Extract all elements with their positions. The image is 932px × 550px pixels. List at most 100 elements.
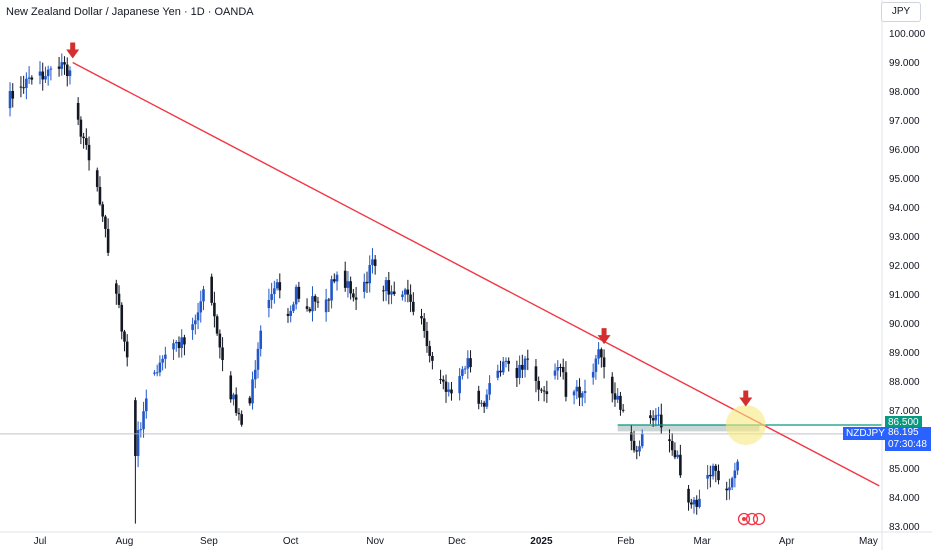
highlight-circle xyxy=(725,405,766,445)
candle xyxy=(545,380,549,403)
candle xyxy=(387,271,391,305)
candle xyxy=(76,97,80,126)
candle xyxy=(420,308,423,325)
candle xyxy=(365,271,369,294)
candle xyxy=(711,463,715,480)
candle xyxy=(482,400,486,413)
candle xyxy=(439,369,442,385)
candle xyxy=(425,321,429,353)
last-price-value: 86.195 xyxy=(888,427,919,438)
candle xyxy=(292,301,295,314)
candles xyxy=(8,53,739,524)
price-tick-label: 99.000 xyxy=(889,58,920,69)
candle xyxy=(95,167,99,192)
candle xyxy=(63,56,66,75)
candle xyxy=(311,286,314,322)
candle xyxy=(422,313,426,338)
candle xyxy=(406,279,410,303)
candle xyxy=(232,392,235,406)
price-tick-label: 84.000 xyxy=(889,493,920,504)
candle xyxy=(373,255,377,275)
candle xyxy=(409,284,412,313)
time-tick-label: Apr xyxy=(779,536,795,547)
support-zone xyxy=(617,424,760,432)
candle xyxy=(98,176,102,206)
candle xyxy=(714,463,718,483)
candle xyxy=(79,116,83,145)
price-axis[interactable]: 83.00084.00085.00086.00087.00088.00089.0… xyxy=(889,29,926,533)
candle xyxy=(384,276,388,302)
candle xyxy=(229,371,233,403)
candle xyxy=(515,360,519,387)
time-tick-label: 2025 xyxy=(530,536,553,547)
candle xyxy=(316,296,320,308)
candle xyxy=(202,285,205,311)
candle xyxy=(392,281,396,296)
candle xyxy=(335,271,339,291)
candle xyxy=(610,372,614,403)
candle xyxy=(134,397,137,524)
candle xyxy=(638,440,641,457)
price-tick-label: 94.000 xyxy=(889,203,920,214)
candle xyxy=(463,365,467,375)
candle xyxy=(591,363,595,385)
currency-button[interactable]: JPY xyxy=(881,2,921,22)
candle xyxy=(324,288,328,322)
candle xyxy=(87,136,91,171)
candle xyxy=(191,317,194,340)
candle xyxy=(382,285,385,302)
candle xyxy=(594,354,598,380)
candle xyxy=(210,273,213,306)
candle xyxy=(578,378,581,406)
candle xyxy=(215,314,219,336)
candle xyxy=(104,214,107,238)
candle xyxy=(158,355,162,377)
time-tick-label: Sep xyxy=(200,536,218,547)
candle xyxy=(523,355,527,378)
candle xyxy=(101,201,104,223)
candle xyxy=(155,364,159,377)
price-tick-label: 98.000 xyxy=(889,87,920,98)
candle xyxy=(540,387,543,394)
candle xyxy=(164,346,167,369)
candle xyxy=(679,444,682,478)
candle xyxy=(725,481,728,501)
candle xyxy=(273,280,276,304)
candle xyxy=(537,376,540,402)
candle xyxy=(480,400,483,407)
candle xyxy=(613,382,617,407)
candle xyxy=(44,66,47,84)
candle xyxy=(431,352,434,370)
candle xyxy=(501,356,505,376)
price-tick-label: 92.000 xyxy=(889,261,920,272)
time-tick-label: Feb xyxy=(617,536,635,547)
candle xyxy=(106,218,110,257)
candle xyxy=(183,334,186,356)
candle xyxy=(49,66,53,81)
candle xyxy=(253,360,257,389)
candle xyxy=(412,292,415,316)
replay-icon[interactable] xyxy=(737,512,766,526)
candle xyxy=(564,361,568,402)
symbol-badge: NZDJPY xyxy=(843,427,888,440)
candle xyxy=(177,336,181,358)
candle xyxy=(673,442,677,460)
candle xyxy=(736,459,739,475)
candle xyxy=(352,288,355,302)
candle xyxy=(504,357,508,368)
candle xyxy=(259,325,263,357)
price-tick-label: 85.000 xyxy=(889,464,920,475)
candle xyxy=(85,128,88,150)
candle xyxy=(477,385,481,410)
time-axis[interactable]: Jul Aug Sep Oct Nov Dec 2025 Feb Mar Apr May xyxy=(34,536,878,547)
candle xyxy=(251,371,254,410)
candle xyxy=(444,374,448,403)
down-arrow-icon xyxy=(739,390,753,407)
candle xyxy=(286,308,290,323)
candle xyxy=(57,56,61,77)
candle xyxy=(267,288,271,318)
candle xyxy=(218,329,222,359)
candle xyxy=(256,342,260,379)
candle xyxy=(630,425,633,451)
